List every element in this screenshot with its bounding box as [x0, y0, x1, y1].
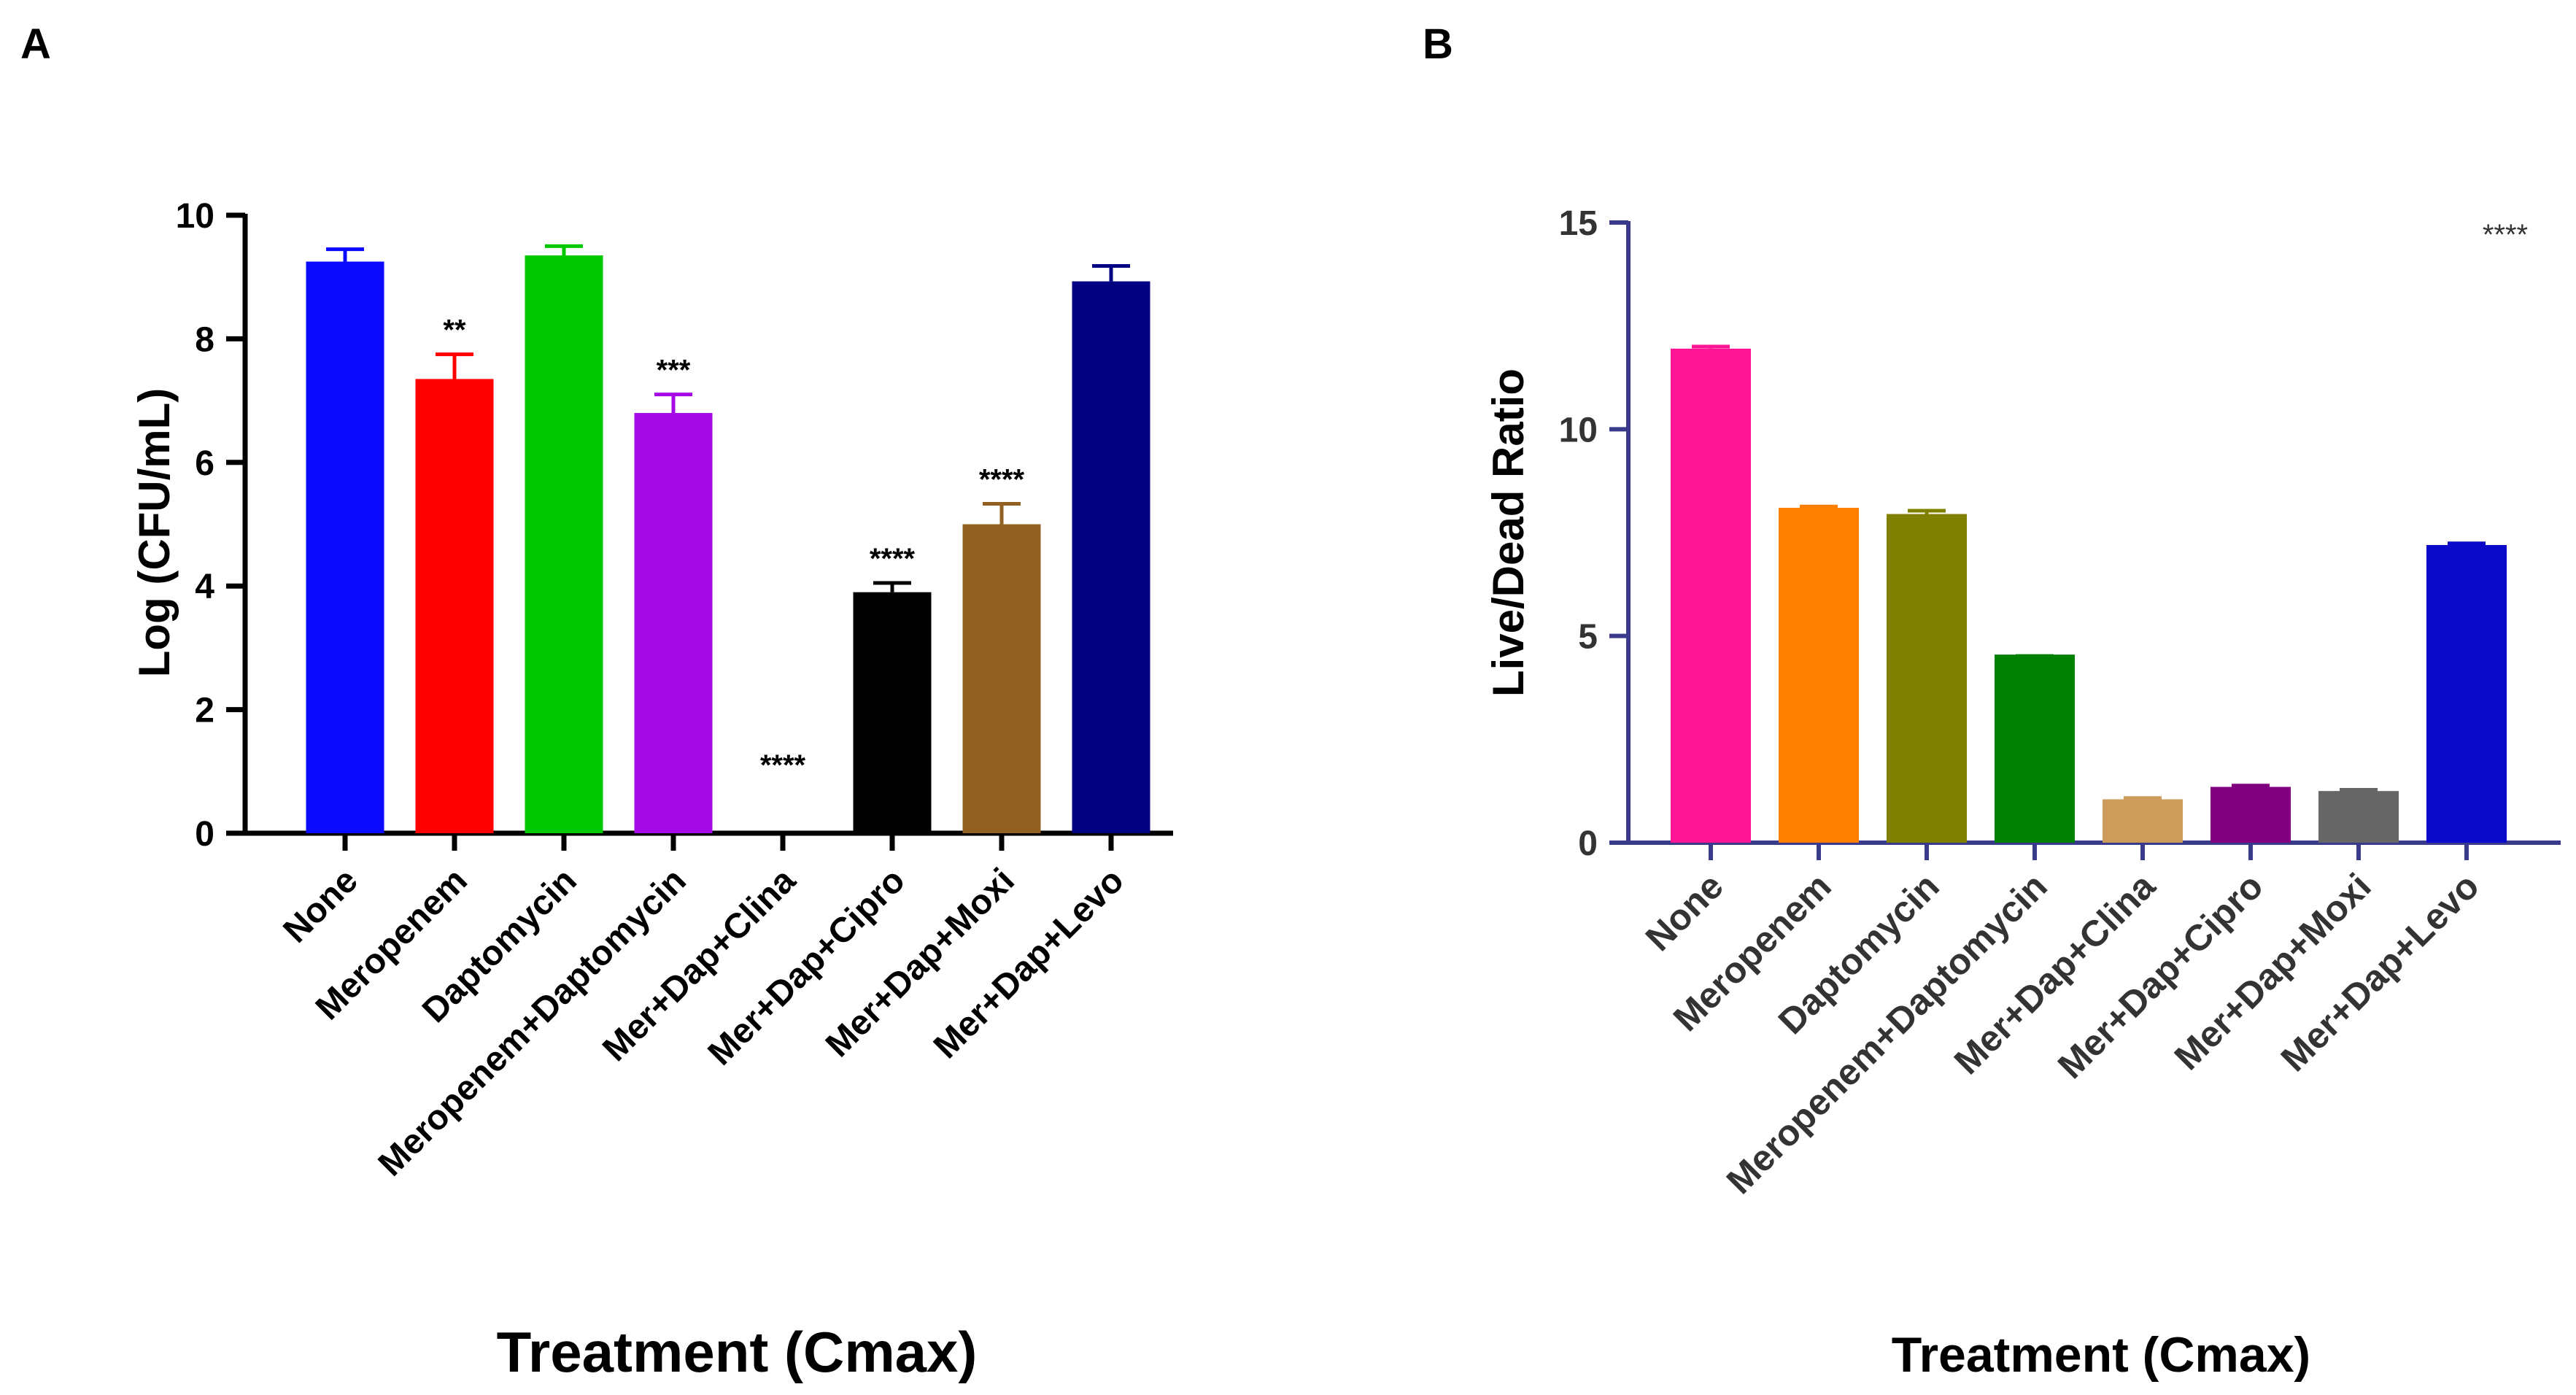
x-tick-label: None	[276, 861, 365, 950]
y-tick-label: 2	[195, 692, 214, 730]
corner-significance-label: ****	[2483, 219, 2528, 251]
panel-b-ylabel: Live/Dead Ratio	[1484, 368, 1533, 697]
bar	[415, 379, 494, 833]
x-tick-label: None	[1638, 865, 1731, 959]
bar	[1995, 654, 2075, 843]
y-tick-label: 8	[195, 320, 214, 359]
bar	[2103, 799, 2183, 843]
bar	[306, 261, 384, 833]
y-tick-label: 10	[176, 197, 214, 236]
bar	[1887, 514, 1967, 843]
y-tick-label: 5	[1578, 618, 1598, 657]
bar	[2426, 545, 2507, 843]
y-tick-label: 0	[1578, 824, 1598, 863]
x-tick-label: Mer+Dap+Moxi	[819, 861, 1022, 1064]
significance-label: ****	[760, 749, 806, 781]
panel-a-label: A	[20, 20, 51, 68]
bar	[1779, 508, 1859, 843]
panel-a-chart: A Log (CFU/mL) Treatment (Cmax) 0 2 4 6 8 10 N…	[20, 20, 1173, 1384]
x-tick-label: Mer+Dap+Clina	[595, 861, 803, 1069]
significance-label: **	[443, 314, 466, 347]
y-tick-label: 10	[1559, 411, 1598, 449]
x-tick-label: Mer+Dap+Levo	[2273, 865, 2487, 1079]
y-tick-label: 4	[195, 568, 214, 606]
x-tick-label: Mer+Dap+Levo	[927, 861, 1132, 1066]
bar	[853, 592, 932, 833]
x-tick-label: Mer+Dap+Clina	[1946, 865, 2164, 1082]
bar	[962, 524, 1041, 833]
significance-label: ****	[979, 464, 1025, 496]
y-tick-label: 15	[1559, 204, 1598, 243]
significance-label: ***	[657, 355, 691, 387]
panel-b-xlabel: Treatment (Cmax)	[1892, 1327, 2310, 1383]
significance-label: ****	[870, 543, 916, 575]
x-tick-label: Mer+Dap+Cipro	[701, 861, 913, 1073]
bar	[1671, 348, 1751, 843]
panel-a-xlabel: Treatment (Cmax)	[497, 1320, 978, 1384]
bar	[1072, 281, 1150, 833]
panel-b-label: B	[1423, 20, 1453, 68]
bar	[525, 255, 603, 833]
bar	[2211, 787, 2291, 843]
y-tick-label: 6	[195, 444, 214, 483]
panel-b-chart: B Live/Dead Ratio Treatment (Cmax) 0 5 10 1…	[1423, 20, 2561, 1383]
bar	[634, 413, 713, 833]
panel-a-ylabel: Log (CFU/mL)	[130, 388, 179, 678]
y-tick-label: 0	[195, 815, 214, 854]
x-tick-label: Mer+Dap+Moxi	[2167, 865, 2379, 1078]
bar	[2318, 791, 2399, 843]
x-tick-label: Mer+Dap+Cipro	[2050, 865, 2271, 1086]
